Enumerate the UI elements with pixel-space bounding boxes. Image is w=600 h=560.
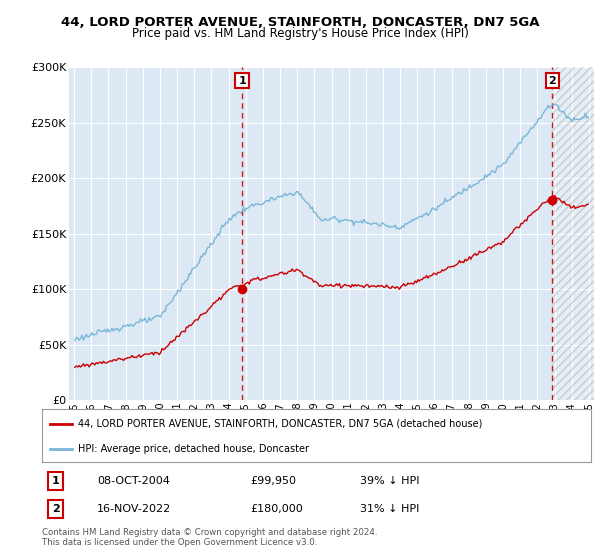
Text: 2: 2 bbox=[548, 76, 556, 86]
Text: £180,000: £180,000 bbox=[251, 504, 304, 514]
Text: 44, LORD PORTER AVENUE, STAINFORTH, DONCASTER, DN7 5GA: 44, LORD PORTER AVENUE, STAINFORTH, DONC… bbox=[61, 16, 539, 29]
Bar bbox=[553, 67, 594, 400]
Text: 1: 1 bbox=[52, 475, 59, 486]
Text: 08-OCT-2004: 08-OCT-2004 bbox=[97, 475, 170, 486]
Text: Price paid vs. HM Land Registry's House Price Index (HPI): Price paid vs. HM Land Registry's House … bbox=[131, 27, 469, 40]
Text: 39% ↓ HPI: 39% ↓ HPI bbox=[361, 475, 420, 486]
Text: £99,950: £99,950 bbox=[251, 475, 296, 486]
Bar bbox=[553, 67, 594, 400]
Text: 44, LORD PORTER AVENUE, STAINFORTH, DONCASTER, DN7 5GA (detached house): 44, LORD PORTER AVENUE, STAINFORTH, DONC… bbox=[77, 419, 482, 429]
Text: 31% ↓ HPI: 31% ↓ HPI bbox=[361, 504, 420, 514]
Text: HPI: Average price, detached house, Doncaster: HPI: Average price, detached house, Donc… bbox=[77, 444, 308, 454]
Text: 1: 1 bbox=[238, 76, 246, 86]
Text: Contains HM Land Registry data © Crown copyright and database right 2024.
This d: Contains HM Land Registry data © Crown c… bbox=[42, 528, 377, 547]
Text: 16-NOV-2022: 16-NOV-2022 bbox=[97, 504, 171, 514]
Text: 2: 2 bbox=[52, 504, 59, 514]
